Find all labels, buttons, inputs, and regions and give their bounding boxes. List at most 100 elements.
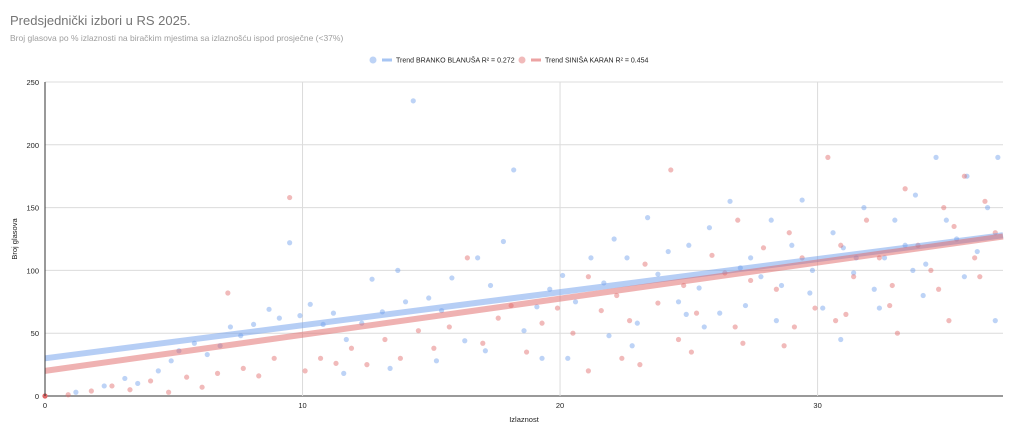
chart-title: Predsjednički izbori u RS 2025. — [10, 13, 191, 28]
data-point — [523, 349, 530, 355]
data-point — [500, 238, 506, 245]
data-point — [307, 301, 313, 307]
data-point — [892, 217, 898, 223]
data-point — [760, 245, 767, 251]
data-point — [655, 300, 661, 306]
data-point — [688, 349, 694, 355]
data-point — [786, 230, 792, 236]
data-point — [642, 261, 648, 267]
data-point — [768, 217, 774, 223]
data-point — [778, 282, 785, 289]
y-tick-label: 100 — [26, 266, 39, 275]
data-point — [560, 272, 566, 279]
data-point — [675, 299, 682, 305]
data-point — [735, 217, 741, 223]
x-tick-label: 10 — [298, 401, 306, 410]
data-point — [740, 340, 746, 346]
data-point — [717, 310, 723, 316]
data-point — [830, 230, 836, 236]
data-point — [838, 242, 844, 248]
data-point — [521, 328, 527, 334]
legend-entry-0[interactable]: Trend BRANKO BLANUŠA R² = 0.272 — [396, 56, 515, 65]
data-point — [851, 274, 857, 280]
data-point — [773, 286, 779, 292]
legend-entry-1[interactable]: Trend SINIŠA KARAN R² = 0.454 — [545, 56, 649, 65]
data-point — [127, 387, 133, 393]
data-point — [495, 315, 501, 321]
x-tick-label: 20 — [556, 401, 564, 410]
data-point — [387, 365, 393, 371]
data-point — [271, 355, 277, 361]
data-point — [464, 255, 470, 261]
data-point — [147, 378, 154, 384]
data-point — [974, 248, 980, 255]
data-point — [539, 320, 545, 326]
x-tick-label: 30 — [813, 401, 821, 410]
data-point — [820, 305, 826, 311]
data-point — [433, 358, 440, 364]
data-point — [227, 324, 234, 330]
data-point — [799, 197, 805, 203]
data-point — [554, 305, 561, 311]
data-point — [964, 173, 970, 179]
data-point — [655, 271, 661, 277]
data-point — [696, 285, 702, 291]
data-point — [199, 384, 205, 390]
data-point — [287, 194, 293, 201]
data-point — [851, 270, 857, 276]
grid — [44, 81, 1003, 397]
data-point — [570, 330, 576, 336]
data-point — [395, 267, 401, 273]
data-point — [665, 248, 671, 255]
data-point — [629, 343, 635, 349]
data-point — [364, 362, 370, 368]
data-point — [482, 348, 488, 354]
data-point — [534, 304, 540, 310]
data-point — [812, 305, 818, 311]
data-point — [214, 370, 221, 376]
data-point — [330, 310, 337, 316]
chart-subtitle: Broj glasova po % izlaznosti na biračkim… — [10, 33, 344, 43]
data-point — [109, 383, 115, 389]
data-point — [863, 217, 870, 223]
y-tick-label: 50 — [31, 329, 39, 338]
data-point — [789, 242, 795, 248]
y-tick-label: 200 — [26, 141, 39, 150]
data-point — [686, 242, 692, 248]
data-point — [88, 388, 94, 394]
data-point — [809, 267, 816, 273]
data-point — [889, 282, 895, 289]
data-point — [902, 186, 908, 192]
data-point — [348, 345, 355, 351]
data-point — [923, 261, 929, 267]
data-point — [894, 330, 901, 336]
data-point — [693, 310, 700, 316]
data-point — [840, 245, 846, 251]
data-point — [73, 389, 79, 395]
data-point — [861, 205, 867, 211]
data-point — [933, 154, 939, 160]
data-point — [984, 205, 991, 211]
data-point — [843, 311, 849, 317]
data-point — [369, 276, 375, 282]
series-points-1 — [65, 154, 998, 398]
data-point — [572, 299, 579, 305]
data-point — [565, 355, 571, 361]
data-point — [972, 255, 978, 261]
data-point — [773, 318, 779, 324]
data-point — [624, 255, 630, 261]
axes: 0 50 100 150 200 250 0 10 20 30 Izlaznost Broj glas… — [10, 78, 822, 424]
data-point — [876, 305, 882, 311]
data-point — [475, 255, 481, 261]
trendline-1 — [44, 233, 1004, 374]
data-point — [480, 340, 486, 346]
data-point — [402, 299, 409, 305]
legend[interactable]: Trend BRANKO BLANUŠA R² = 0.272 Trend SIN… — [369, 56, 649, 65]
data-point — [758, 274, 764, 280]
data-point — [511, 167, 517, 173]
y-tick-label: 0 — [35, 392, 39, 401]
data-point — [155, 368, 161, 374]
data-point — [675, 336, 682, 343]
y-tick-label: 250 — [26, 78, 39, 87]
data-point — [887, 302, 893, 309]
